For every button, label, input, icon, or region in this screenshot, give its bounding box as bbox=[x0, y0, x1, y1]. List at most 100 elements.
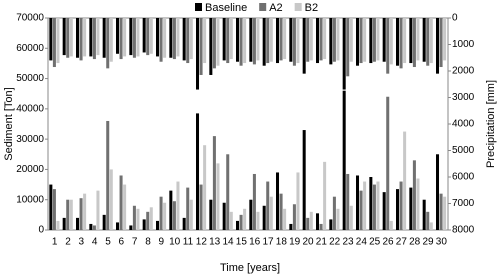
precipitation-bar bbox=[429, 18, 433, 64]
x-tick-label: 19 bbox=[289, 237, 301, 248]
sediment-bar bbox=[332, 196, 336, 230]
sediment-bar bbox=[66, 199, 70, 230]
precipitation-bar bbox=[332, 18, 336, 62]
precipitation-bar bbox=[376, 18, 380, 61]
precipitation-bar bbox=[186, 18, 190, 64]
sediment-bar bbox=[266, 181, 270, 230]
sediment-bar bbox=[79, 198, 83, 230]
x-tick-label: 9 bbox=[159, 237, 165, 248]
sediment-bar bbox=[283, 208, 287, 230]
precipitation-bar bbox=[146, 18, 150, 56]
precipitation-bar bbox=[196, 18, 200, 90]
sediment-bar bbox=[279, 193, 283, 230]
sediment-bar bbox=[436, 154, 440, 230]
sediment-bar bbox=[409, 187, 413, 230]
precipitation-bar bbox=[216, 18, 220, 66]
sediment-bar bbox=[386, 96, 390, 230]
x-tick-label: 14 bbox=[222, 237, 234, 248]
precipitation-bar bbox=[382, 18, 386, 62]
precipitation-bar bbox=[279, 18, 283, 61]
y-tick-label: 60000 bbox=[16, 43, 44, 54]
precipitation-bar bbox=[89, 18, 93, 57]
sediment-bar bbox=[359, 190, 363, 230]
precipitation-bar bbox=[349, 18, 353, 62]
precipitation-bar bbox=[249, 18, 253, 62]
precipitation-bar bbox=[106, 18, 110, 69]
sediment-bar bbox=[262, 205, 266, 230]
precipitation-bar bbox=[262, 18, 266, 66]
precipitation-bar bbox=[289, 18, 293, 62]
sediment-bar bbox=[416, 178, 420, 230]
legend-label: Baseline bbox=[205, 2, 247, 14]
precipitation-bar bbox=[163, 18, 167, 58]
sediment-bar bbox=[69, 199, 73, 230]
x-tick-label: 3 bbox=[79, 237, 85, 248]
precipitation-bar bbox=[396, 18, 400, 66]
sediment-bar bbox=[106, 120, 110, 230]
sediment-bar bbox=[336, 208, 340, 230]
sediment-bar bbox=[102, 214, 106, 230]
sediment-bar bbox=[292, 204, 296, 230]
sediment-bar bbox=[109, 169, 113, 230]
sediment-bar bbox=[363, 181, 367, 230]
precipitation-bar bbox=[426, 18, 430, 66]
x-tick-label: 30 bbox=[436, 237, 448, 248]
sediment-bar bbox=[249, 199, 253, 230]
precipitation-bar bbox=[209, 18, 213, 75]
precipitation-bar bbox=[119, 18, 123, 60]
sediment-bar bbox=[76, 217, 80, 230]
x-tick-label: 6 bbox=[119, 237, 125, 248]
precipitation-bar bbox=[399, 18, 403, 69]
sediment-bar bbox=[346, 173, 350, 230]
precipitation-bar bbox=[129, 18, 133, 56]
precipitation-bar bbox=[252, 18, 256, 65]
x-tick-label: 8 bbox=[145, 237, 151, 248]
sediment-bar bbox=[376, 181, 380, 230]
sediment-bar bbox=[239, 214, 243, 230]
x-tick-label: 7 bbox=[132, 237, 138, 248]
y2-tick-label: 7000 bbox=[452, 198, 475, 209]
sediment-bar bbox=[439, 193, 443, 230]
precipitation-bar bbox=[346, 18, 350, 77]
precipitation-bar bbox=[336, 18, 340, 61]
sediment-bar bbox=[176, 181, 180, 230]
precipitation-bar bbox=[212, 18, 216, 69]
precipitation-bar bbox=[269, 18, 273, 62]
sediment-bar bbox=[226, 154, 230, 230]
sediment-bar bbox=[412, 160, 416, 230]
sediment-bar bbox=[422, 199, 426, 230]
sediment-bar bbox=[216, 163, 220, 230]
sediment-bar bbox=[163, 202, 167, 230]
sediment-bar bbox=[323, 161, 327, 230]
precipitation-bar bbox=[222, 18, 226, 61]
y2-tick-label: 0 bbox=[452, 13, 458, 24]
precipitation-bar bbox=[182, 18, 186, 61]
precipitation-bar bbox=[256, 18, 260, 61]
sediment-bar bbox=[229, 211, 233, 230]
x-axis-label: Time [years] bbox=[220, 262, 280, 274]
x-tick-label: 5 bbox=[105, 237, 111, 248]
x-tick-label: 13 bbox=[209, 237, 221, 248]
sediment-bar bbox=[342, 90, 346, 230]
x-tick-label: 25 bbox=[369, 237, 381, 248]
sediment-bar bbox=[236, 220, 240, 230]
sediment-bar bbox=[316, 213, 320, 230]
sediment-bar bbox=[123, 184, 127, 230]
precipitation-bar bbox=[302, 18, 306, 74]
sediment-bar bbox=[52, 189, 56, 230]
precipitation-bar bbox=[276, 18, 280, 64]
x-tick-label: 29 bbox=[422, 237, 434, 248]
precipitation-bar bbox=[96, 18, 100, 56]
sediment-bar bbox=[83, 193, 87, 230]
precipitation-bar bbox=[176, 18, 180, 57]
x-tick-label: 11 bbox=[183, 237, 194, 248]
precipitation-bar bbox=[439, 18, 443, 68]
precipitation-bar bbox=[49, 18, 53, 61]
sediment-bar bbox=[189, 199, 193, 230]
x-tick-label: 22 bbox=[329, 237, 341, 248]
sediment-bar bbox=[356, 175, 360, 230]
sediment-bar bbox=[49, 184, 53, 230]
y-tick-label: 0 bbox=[38, 225, 44, 236]
sediment-bar bbox=[243, 208, 247, 230]
